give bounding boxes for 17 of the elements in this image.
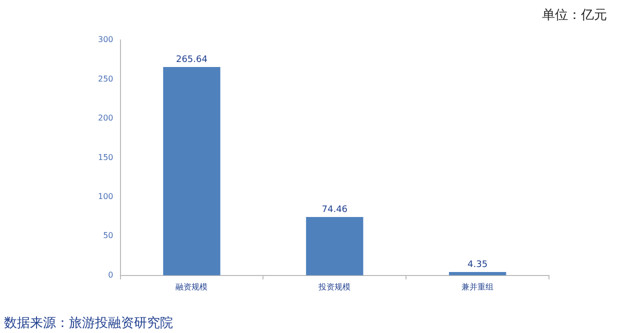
data-label: 265.64 (176, 54, 208, 65)
x-tick-label: 投资规模 (318, 282, 351, 292)
y-tick-label: 0 (108, 270, 114, 280)
y-tick-label: 50 (103, 231, 114, 240)
x-tick-label: 融资规模 (176, 282, 208, 292)
y-tick-label: 100 (98, 192, 114, 202)
x-tick-label: 兼并重组 (462, 282, 494, 292)
y-tick-label: 250 (98, 74, 114, 84)
bar (163, 66, 220, 276)
data-label: 4.35 (468, 260, 488, 270)
source-note: 数据来源：旅游投融资研究院 (4, 315, 173, 332)
y-tick-label: 150 (98, 152, 114, 162)
text: 单位：亿元 (542, 7, 607, 24)
bar (306, 216, 364, 276)
y-tick-label: 300 (98, 35, 114, 44)
y-tick-label: 200 (98, 114, 114, 123)
data-label: 74.46 (322, 204, 348, 215)
